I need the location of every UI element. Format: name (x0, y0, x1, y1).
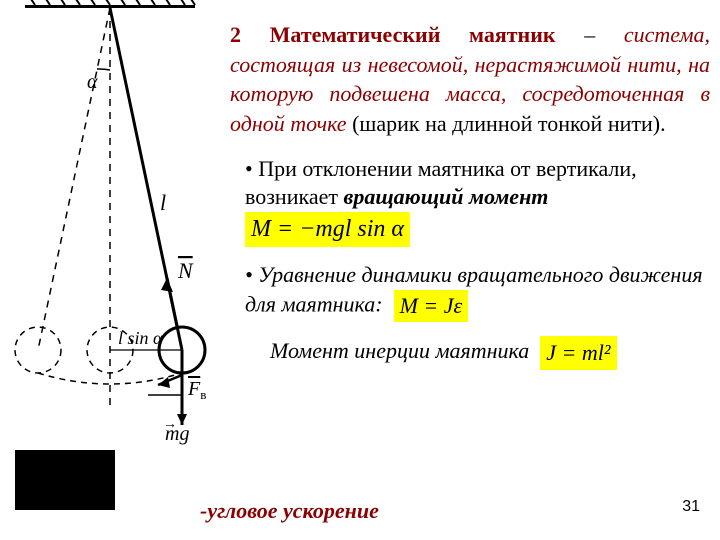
page-number: 31 (682, 498, 700, 516)
bullet1-bold: вращающий момент (343, 184, 548, 209)
formula-dynamics: M = Jε (394, 290, 469, 323)
bullet-1: • При отклонении маятника от вертикали, … (245, 155, 710, 247)
mg-label: mg → (163, 417, 194, 445)
heading: 2 Математический маятник (230, 22, 556, 47)
formula-inertia: J = ml² (540, 336, 616, 370)
l-label: l (160, 190, 166, 215)
bullet-2: • Уравнение динамики вращательного движе… (245, 261, 710, 322)
angular-acceleration-label: -угловое ускорение (200, 498, 379, 524)
black-box (15, 450, 115, 510)
definition-plain: (шарик на длинной тонкой нити). (347, 111, 666, 136)
dash: – (584, 22, 595, 47)
pendulum-diagram: α l N l sin α Fв mg → (0, 0, 230, 445)
moment-inertia-line: Момент инерции маятника J = ml² (270, 336, 710, 370)
text-column: 2 Математический маятник – система, сост… (230, 20, 710, 370)
Fv-label: Fв (187, 378, 206, 402)
alpha-label: α (87, 71, 98, 93)
definition-paragraph: 2 Математический маятник – система, сост… (230, 20, 710, 139)
bullet2-lead: • Уравнение динамики вращательного движе… (245, 262, 703, 316)
N-label: N (177, 258, 194, 283)
para4-text: Момент инерции маятника (270, 338, 529, 363)
lsin-label: l sin α (118, 328, 163, 348)
formula-torque: M = −mgl sin α (245, 212, 410, 247)
